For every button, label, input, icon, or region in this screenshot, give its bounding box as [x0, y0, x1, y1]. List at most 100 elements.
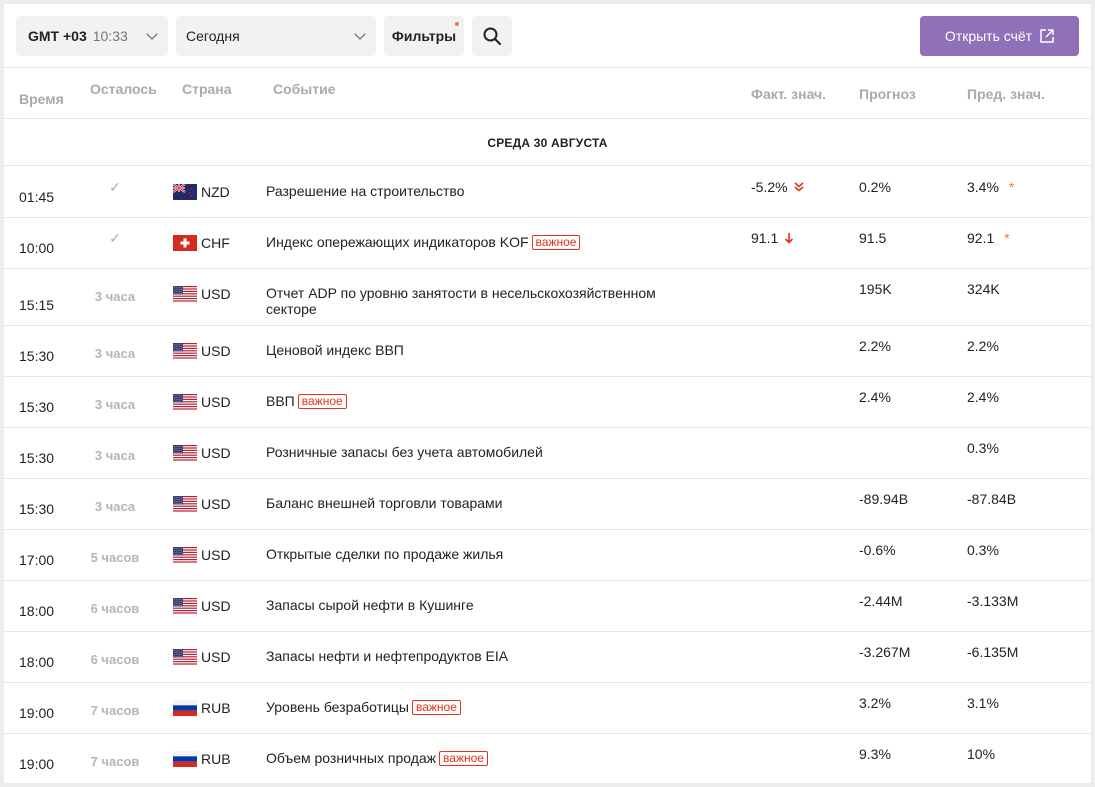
table-row[interactable]: 18:00 6 часов USD Запасы нефти и нефтепроду…	[4, 632, 1091, 683]
event-title: Розничные запасы без учета автомобилей	[266, 444, 543, 460]
table-row[interactable]: 15:30 3 часа USD Ценовой индекс ВВП 2.2% 2.2%	[4, 326, 1091, 377]
important-badge: важное	[439, 751, 488, 766]
currency-code: USD	[201, 547, 231, 563]
column-remaining[interactable]: Осталось	[90, 81, 157, 97]
table-row[interactable]: 15:30 3 часа USD Розничные запасы без учета…	[4, 428, 1091, 479]
table-row[interactable]: 19:00 7 часов RUB Объем розничных продаж важ…	[4, 734, 1091, 783]
flag-ru-icon	[173, 700, 197, 716]
previous-text: 0.3%	[967, 542, 999, 558]
flag-nz-icon	[173, 184, 197, 200]
currency-code: RUB	[201, 751, 231, 767]
event-country: USD	[173, 343, 231, 359]
column-event[interactable]: Событие	[273, 81, 336, 97]
event-title: Запасы сырой нефти в Кушинге	[266, 597, 474, 613]
event-country: USD	[173, 286, 231, 302]
currency-code: USD	[201, 649, 231, 665]
currency-code: USD	[201, 496, 231, 512]
flag-us-icon	[173, 445, 197, 461]
column-time[interactable]: Время	[19, 91, 64, 107]
event-name[interactable]: Уровень безработицы важное	[266, 699, 686, 715]
open-account-button[interactable]: Открыть счёт	[920, 16, 1079, 56]
currency-code: USD	[201, 343, 231, 359]
event-country: USD	[173, 496, 231, 512]
previous-text: -6.135M	[967, 644, 1019, 660]
previous-value: 2.4%	[967, 389, 999, 405]
date-value: Сегодня	[186, 28, 240, 44]
column-country[interactable]: Страна	[182, 81, 232, 97]
event-time: 15:30	[19, 501, 55, 517]
table-row[interactable]: 15:30 3 часа USD Баланс внешней торговли то…	[4, 479, 1091, 530]
table-row[interactable]: 15:15 3 часа USD Отчет ADP по уровню занято…	[4, 269, 1091, 326]
released-check-icon: ✓	[109, 179, 121, 195]
previous-text: 2.2%	[967, 338, 999, 354]
event-name[interactable]: Розничные запасы без учета автомобилей	[266, 444, 686, 460]
column-previous[interactable]: Пред. знач.	[967, 86, 1045, 102]
previous-text: 92.1	[967, 230, 995, 246]
currency-code: USD	[201, 445, 231, 461]
flag-ch-icon	[173, 235, 197, 251]
filters-label: Фильтры	[391, 28, 457, 44]
event-name[interactable]: Запасы сырой нефти в Кушинге	[266, 597, 686, 613]
table-row[interactable]: 15:30 3 часа USD ВВП важное 2.4% 2.4%	[4, 377, 1091, 428]
filters-button[interactable]: Фильтры	[384, 16, 464, 56]
event-time: 18:00	[19, 654, 55, 670]
table-row[interactable]: 10:00 ✓ CHF Индекс опережающих индикаторов …	[4, 218, 1091, 269]
table-row[interactable]: 17:00 5 часов USD Открытые сделки по продаж…	[4, 530, 1091, 581]
events-list: 01:45 ✓ NZD Разрешение на строительство -5.2…	[4, 167, 1091, 783]
important-badge: важное	[531, 235, 581, 250]
previous-text: 3.4%	[967, 179, 999, 195]
forecast-value: 91.5	[859, 230, 887, 246]
event-name[interactable]: ВВП важное	[266, 393, 686, 409]
table-row[interactable]: 18:00 6 часов USD Запасы сырой нефти в Куши…	[4, 581, 1091, 632]
event-time: 10:00	[19, 240, 55, 256]
event-title: Отчет ADP по уровню занятости в несельск…	[266, 285, 656, 317]
event-country: RUB	[173, 700, 231, 716]
forecast-value: 195K	[859, 281, 892, 297]
timezone-select[interactable]: GMT +03 10:33	[16, 16, 168, 56]
event-name[interactable]: Открытые сделки по продаже жилья	[266, 546, 686, 562]
actual-text: -5.2%	[751, 179, 788, 195]
previous-value: 3.1%	[967, 695, 999, 711]
actual-value: 91.1	[751, 230, 794, 246]
table-row[interactable]: 19:00 7 часов RUB Уровень безработицы важное…	[4, 683, 1091, 734]
important-badge: важное	[297, 394, 347, 409]
event-name[interactable]: Индекс опережающих индикаторов KOF важное	[266, 234, 686, 250]
time-remaining: 7 часов	[90, 703, 140, 718]
chevron-down-icon	[146, 28, 158, 40]
date-select[interactable]: Сегодня	[176, 16, 376, 56]
previous-value: 324K	[967, 281, 1000, 297]
event-name[interactable]: Запасы нефти и нефтепродуктов EIA	[266, 648, 686, 664]
event-name[interactable]: Ценовой индекс ВВП	[266, 342, 686, 358]
timezone-time: 10:33	[92, 28, 128, 44]
previous-value: 3.4% *	[967, 179, 1014, 195]
event-time: 17:00	[19, 552, 55, 568]
event-name[interactable]: Разрешение на строительство	[266, 183, 686, 199]
forecast-value: -2.44M	[859, 593, 903, 609]
previous-value: 0.3%	[967, 542, 999, 558]
table-row[interactable]: 01:45 ✓ NZD Разрешение на строительство -5.2…	[4, 167, 1091, 218]
time-remaining: 3 часа	[94, 397, 136, 412]
event-name[interactable]: Отчет ADP по уровню занятости в несельск…	[266, 285, 686, 317]
actual-value: -5.2%	[751, 179, 804, 195]
previous-value: -3.133M	[967, 593, 1018, 609]
event-name[interactable]: Баланс внешней торговли товарами	[266, 495, 686, 511]
chevron-down-icon	[354, 28, 366, 40]
event-time: 15:15	[19, 297, 55, 313]
time-remaining: 7 часов	[90, 754, 140, 769]
column-actual[interactable]: Факт. знач.	[751, 86, 827, 102]
event-name[interactable]: Объем розничных продаж важное	[266, 750, 686, 766]
previous-value: 10%	[967, 746, 995, 762]
double-down-arrow-icon	[794, 182, 804, 192]
search-button[interactable]	[472, 16, 512, 56]
forecast-value: -0.6%	[859, 542, 896, 558]
forecast-value: 0.2%	[859, 179, 891, 195]
column-forecast[interactable]: Прогноз	[859, 86, 916, 102]
open-account-label: Открыть счёт	[944, 28, 1033, 44]
event-title: ВВП	[266, 393, 295, 409]
revised-star-icon: *	[1004, 230, 1010, 246]
previous-value: 92.1 *	[967, 230, 1010, 246]
forecast-value: -89.94B	[859, 491, 909, 507]
time-remaining: 5 часов	[90, 550, 140, 565]
event-country: RUB	[173, 751, 231, 767]
time-remaining: 3 часа	[94, 499, 136, 514]
